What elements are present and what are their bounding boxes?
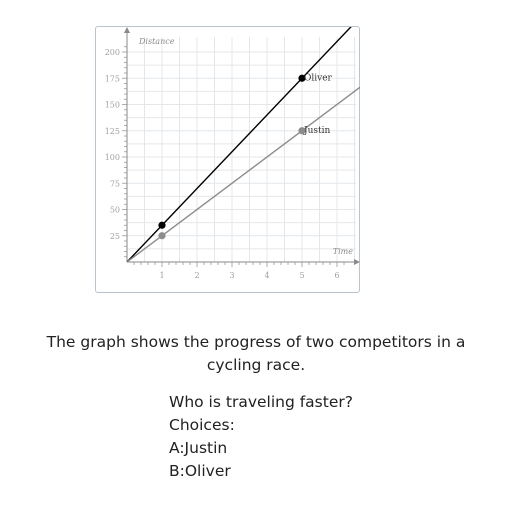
y-axis-arrow [124,27,130,33]
y-tick-label: 100 [105,153,120,162]
y-tick-label: 50 [110,206,120,215]
y-tick-label: 150 [105,101,120,110]
choice-b[interactable]: B:Oliver [169,462,231,480]
series-line-oliver [126,27,352,263]
series-label-justin: Justin [303,126,331,136]
y-tick-label: 25 [110,232,120,241]
x-tick-label: 4 [264,271,269,280]
question-block: The graph shows the progress of two comp… [0,331,512,483]
series-label-oliver: Oliver [304,73,333,83]
x-axis-title: Time [333,247,353,256]
x-tick-label: 1 [159,271,164,280]
x-tick-label: 6 [334,271,339,280]
series-point-justin [298,127,306,135]
question-prompt: The graph shows the progress of two comp… [46,333,466,374]
y-axis-title: Distance [138,37,175,46]
x-tick-label: 5 [299,271,304,280]
x-axis-arrow [354,259,360,265]
series-line-justin [126,86,360,263]
y-tick-label: 75 [110,179,120,188]
y-tick-label: 125 [105,127,120,136]
distance-time-chart: 25 50 75 100 125 150 175 200 1 2 3 4 5 6 Distance Time O… [105,27,360,280]
graph-frame: 25 50 75 100 125 150 175 200 1 2 3 4 5 6 Distance Time O… [95,26,360,293]
y-tick-label: 200 [105,48,120,57]
series-point-oliver [298,74,306,82]
question-body: Who is traveling faster? Choices: A:Just… [169,391,512,483]
choice-a[interactable]: A:Justin [169,439,228,457]
y-tick-label: 175 [105,74,120,83]
question-ask: Who is traveling faster? [169,393,353,411]
choices-label: Choices: [169,416,235,434]
series-point-oliver [158,221,166,229]
series-point-justin [158,232,166,240]
x-tick-label: 2 [194,271,199,280]
x-tick-label: 3 [229,271,234,280]
